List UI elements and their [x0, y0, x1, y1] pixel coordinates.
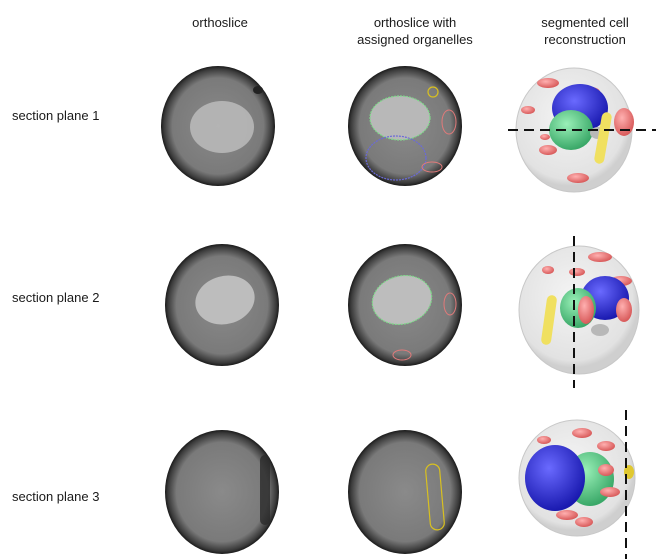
reconstruction-1	[508, 67, 656, 193]
orthoslice-1	[161, 66, 275, 186]
header-assigned-organelles: orthoslice with assigned organelles	[335, 14, 495, 48]
header-assigned-line2: assigned organelles	[357, 32, 473, 47]
header-orthoslice-text: orthoslice	[192, 15, 248, 30]
row-label-2: section plane 2	[12, 290, 100, 305]
header-segmented-line2: reconstruction	[544, 32, 626, 47]
nucleus-outline-1	[369, 95, 431, 141]
assigned-organelles-1	[348, 66, 462, 186]
row-label-1: section plane 1	[12, 108, 100, 123]
nucleus-outline-2	[371, 274, 433, 326]
lipid-outline-2a	[443, 292, 457, 316]
header-assigned-line1: orthoslice with	[373, 15, 457, 30]
vacuole-outline-1	[365, 135, 427, 181]
lipid-outline-2b	[392, 349, 412, 361]
reconstruction-2	[518, 236, 640, 388]
assigned-organelles-2	[348, 244, 462, 366]
header-segmented-line1: segmented cell	[541, 15, 629, 30]
lipid-outline-1b	[421, 161, 443, 173]
orthoslice-2	[165, 244, 279, 366]
orthoslice-3	[165, 430, 279, 554]
header-segmented-reconstruction: segmented cell reconstruction	[520, 14, 650, 48]
header-orthoslice: orthoslice	[160, 14, 280, 31]
yellow-outline-3	[425, 463, 445, 531]
assigned-organelles-3	[348, 430, 462, 554]
lipid-outline-1a	[441, 109, 457, 135]
yellow-outline-1	[427, 86, 439, 98]
reconstruction-3	[518, 410, 636, 559]
row-label-3: section plane 3	[12, 489, 100, 504]
